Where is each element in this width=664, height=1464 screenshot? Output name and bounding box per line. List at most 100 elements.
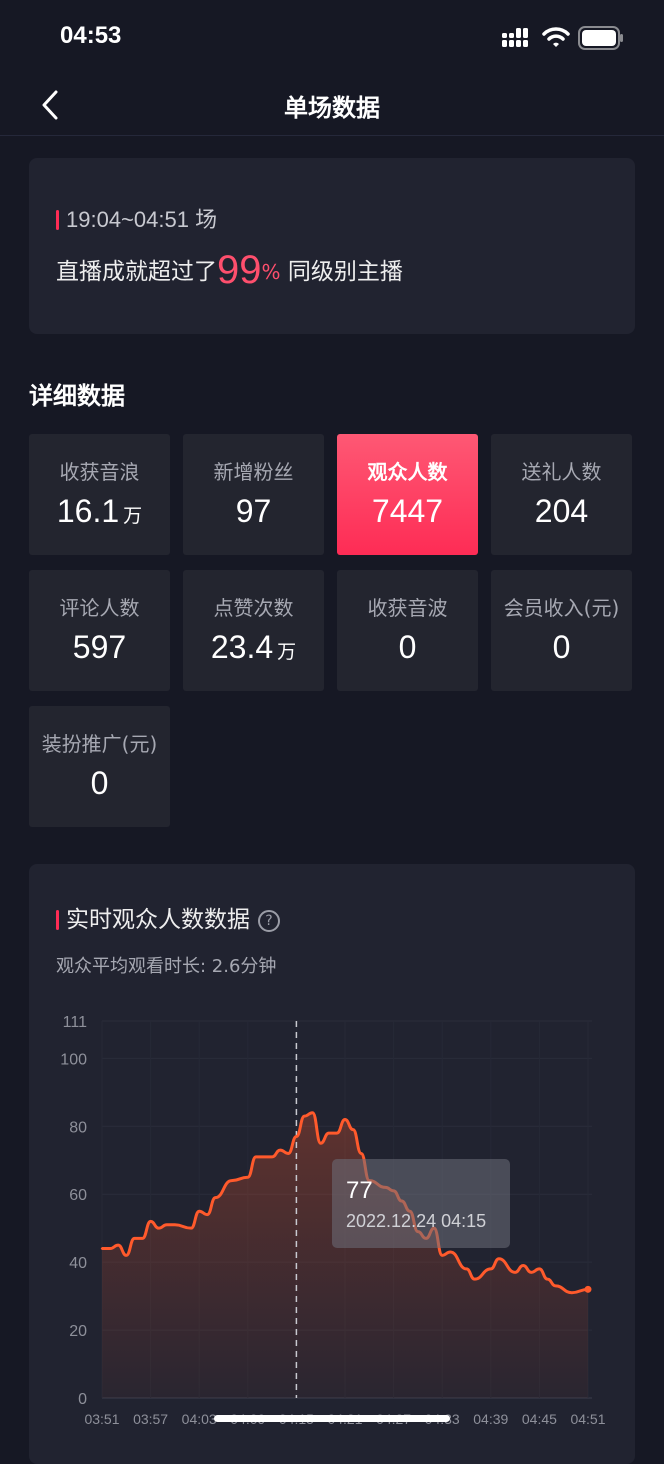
metric-value: 7447 (337, 493, 478, 530)
achievement-text: 直播成就超过了99% 同级别主播 (56, 248, 403, 293)
data-point (351, 1128, 355, 1131)
chart-section-title: 实时观众人数数据? (56, 900, 280, 934)
status-time: 04:53 (60, 22, 122, 49)
data-point (117, 1243, 120, 1247)
metric-unit: 万 (277, 642, 297, 663)
data-point (360, 1152, 363, 1155)
metric-tile[interactable]: 点赞次数 23.4 万 (183, 570, 324, 691)
x-tick-label: 04:03 (182, 1411, 217, 1427)
metric-tile[interactable]: 评论人数 597 (29, 570, 170, 691)
metric-tile[interactable]: 送礼人数 204 (491, 434, 632, 555)
data-point (254, 1155, 258, 1159)
data-point (570, 1291, 573, 1294)
tooltip-value: 77 (346, 1177, 373, 1204)
metric-unit: 万 (123, 506, 143, 527)
data-point (279, 1148, 282, 1152)
x-tick-label: 04:45 (522, 1411, 557, 1427)
data-point (165, 1223, 168, 1226)
metric-tile[interactable]: 会员收入(元) 0 (491, 570, 632, 691)
data-point (295, 1135, 298, 1138)
data-point (513, 1271, 517, 1274)
home-indicator[interactable] (214, 1415, 450, 1422)
data-point (489, 1267, 492, 1271)
data-point (522, 1264, 525, 1267)
data-point (287, 1152, 290, 1155)
data-point (554, 1284, 557, 1288)
metric-number: 0 (90, 765, 109, 801)
metric-number: 16.1 (56, 493, 120, 529)
y-tick-label: 20 (69, 1323, 87, 1340)
data-point (100, 1247, 104, 1250)
data-point (465, 1267, 468, 1271)
data-point (157, 1226, 160, 1230)
session-time-range: 19:04~04:51 场 (56, 202, 217, 234)
page-title: 单场数据 (284, 94, 380, 122)
metric-label: 点赞次数 (213, 596, 294, 620)
detail-section-title: 详细数据 (29, 382, 125, 410)
data-point (214, 1196, 217, 1199)
metric-value: 204 (491, 493, 632, 530)
y-tick-label: 0 (78, 1391, 87, 1408)
data-point (125, 1254, 128, 1257)
x-tick-label: 04:51 (570, 1411, 605, 1427)
data-point (343, 1118, 347, 1121)
metric-value: 97 (183, 493, 324, 530)
data-point (141, 1237, 144, 1240)
metric-label: 新增粉丝 (213, 460, 294, 484)
metric-value: 23.4 万 (183, 629, 324, 666)
data-point (133, 1237, 136, 1240)
data-point (198, 1209, 201, 1213)
data-point (246, 1176, 249, 1179)
data-point (327, 1131, 330, 1135)
metric-tile[interactable]: 收获音波 0 (337, 570, 478, 691)
accent-bar (56, 210, 59, 230)
x-tick-label: 04:39 (473, 1411, 508, 1427)
metric-number: 204 (534, 493, 589, 529)
data-point (108, 1247, 112, 1250)
data-point (546, 1277, 549, 1281)
metric-number: 97 (235, 493, 272, 529)
data-point (538, 1267, 541, 1271)
y-tick-label: 60 (69, 1187, 87, 1204)
data-point (173, 1223, 177, 1226)
y-tick-label: 100 (60, 1051, 87, 1068)
data-point (441, 1254, 444, 1257)
percent-unit: % (261, 260, 281, 284)
back-button[interactable] (38, 88, 68, 122)
session-label: 19:04~04:51 场 (66, 207, 218, 232)
metric-tile[interactable]: 新增粉丝 97 (183, 434, 324, 555)
metric-number: 0 (398, 629, 417, 665)
data-point (311, 1111, 314, 1114)
data-point (149, 1220, 152, 1223)
metric-tile[interactable]: 收获音浪 16.1 万 (29, 434, 170, 555)
metric-value: 0 (491, 629, 632, 666)
achievement-prefix: 直播成就超过了 (56, 259, 217, 285)
metric-number: 0 (552, 629, 571, 665)
metric-label: 会员收入(元) (503, 596, 620, 620)
metric-value: 597 (29, 629, 170, 666)
end-point (584, 1285, 592, 1293)
metric-tile[interactable]: 观众人数 7447 (337, 434, 478, 555)
data-point (449, 1250, 452, 1254)
nav-divider (0, 135, 664, 136)
data-point (230, 1179, 233, 1182)
metric-number: 23.4 (210, 629, 274, 665)
data-point (270, 1155, 274, 1159)
data-point (530, 1271, 533, 1274)
y-tick-label: 40 (69, 1255, 87, 1272)
data-point (189, 1226, 193, 1230)
achievement-percent: 99 (217, 248, 262, 292)
question-circle-icon[interactable]: ? (258, 910, 280, 932)
metric-number: 597 (72, 629, 127, 665)
achievement-suffix: 同级别主播 (287, 259, 403, 285)
metric-label: 收获音波 (367, 596, 448, 620)
chevron-left-icon (42, 90, 58, 120)
metric-tile[interactable]: 装扮推广(元) 0 (29, 706, 170, 827)
metric-label: 观众人数 (367, 460, 448, 484)
data-point (473, 1277, 476, 1281)
metric-value: 0 (337, 629, 478, 666)
metric-label: 评论人数 (59, 596, 140, 620)
chart-title: 实时观众人数数据 (66, 907, 250, 933)
metric-value: 0 (29, 765, 170, 802)
y-tick-label: 111 (63, 1014, 87, 1031)
